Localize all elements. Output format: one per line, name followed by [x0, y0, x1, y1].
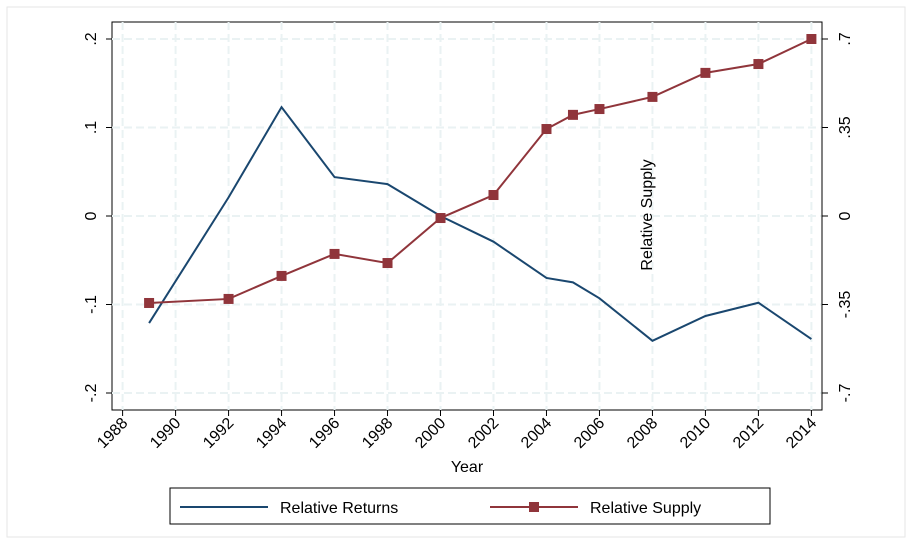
- y-tick-label: -.2: [83, 384, 100, 403]
- series-line: [148, 105, 812, 342]
- series-line: [149, 38, 812, 304]
- marker: [806, 34, 817, 44]
- y2-tick-label: -.35: [837, 291, 854, 319]
- y-tick-label: .1: [83, 121, 100, 134]
- marker: [329, 248, 340, 259]
- legend-box: [169, 487, 771, 525]
- y-tick-label: 0: [83, 211, 100, 220]
- legend-label: Relative Returns: [280, 500, 398, 517]
- marker: [382, 258, 393, 269]
- y-tick-label: .2: [83, 32, 100, 45]
- marker: [276, 270, 287, 281]
- marker: [567, 109, 578, 120]
- y2-tick-label: 0: [837, 211, 854, 220]
- legend-marker: [529, 502, 539, 512]
- marker: [594, 104, 605, 115]
- marker: [753, 59, 764, 70]
- annotation: Relative Supply: [639, 159, 656, 270]
- marker: [541, 124, 552, 135]
- y-tick-label: -.1: [83, 295, 100, 314]
- marker: [223, 293, 234, 304]
- marker: [488, 190, 499, 201]
- y2-tick-label: .35: [837, 116, 854, 138]
- marker: [647, 91, 658, 102]
- legend-label: Relative Supply: [590, 500, 701, 517]
- marker: [700, 67, 711, 78]
- x-axis-title: Year: [451, 459, 484, 476]
- y2-tick-label: .7: [837, 32, 854, 45]
- marker: [435, 213, 446, 224]
- marker: [144, 297, 155, 308]
- y2-tick-label: -.7: [837, 384, 854, 403]
